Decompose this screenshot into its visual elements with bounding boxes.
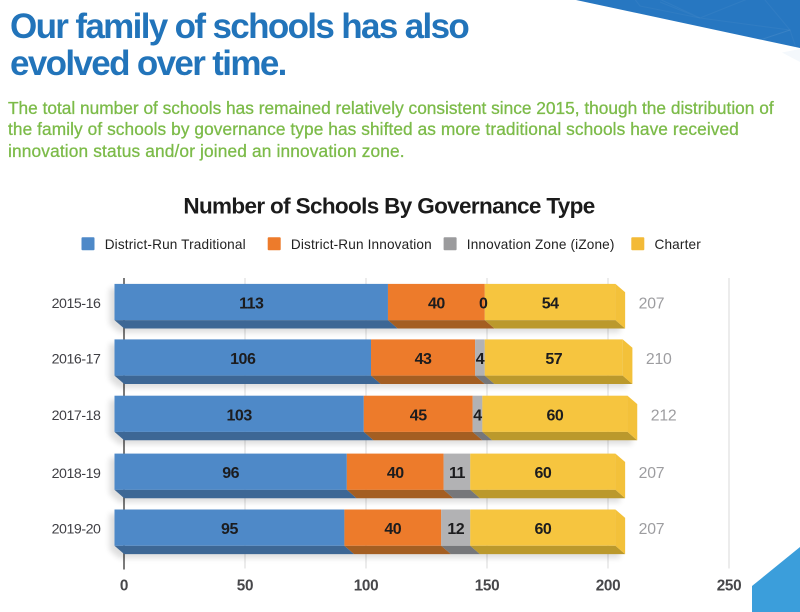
svg-text:207: 207 bbox=[639, 296, 665, 313]
svg-text:2016-17: 2016-17 bbox=[52, 352, 101, 368]
svg-text:0: 0 bbox=[479, 296, 488, 313]
svg-text:2015-16: 2015-16 bbox=[52, 296, 101, 312]
svg-text:60: 60 bbox=[534, 465, 551, 482]
svg-text:100: 100 bbox=[354, 578, 379, 595]
svg-text:Charter: Charter bbox=[655, 237, 702, 252]
svg-text:12: 12 bbox=[447, 521, 464, 538]
svg-text:207: 207 bbox=[639, 521, 665, 538]
svg-text:2018-19: 2018-19 bbox=[52, 466, 101, 482]
svg-text:2017-18: 2017-18 bbox=[52, 408, 101, 424]
svg-text:40: 40 bbox=[428, 296, 445, 313]
svg-text:4: 4 bbox=[476, 351, 485, 368]
svg-text:103: 103 bbox=[227, 407, 253, 424]
svg-text:60: 60 bbox=[534, 521, 551, 538]
svg-text:0: 0 bbox=[120, 578, 128, 595]
svg-text:96: 96 bbox=[222, 465, 239, 482]
svg-text:4: 4 bbox=[473, 407, 482, 424]
svg-text:250: 250 bbox=[717, 578, 742, 595]
svg-text:54: 54 bbox=[542, 296, 559, 313]
svg-text:212: 212 bbox=[651, 407, 677, 424]
svg-text:95: 95 bbox=[221, 521, 238, 538]
svg-text:207: 207 bbox=[639, 465, 665, 482]
svg-text:11: 11 bbox=[449, 465, 466, 482]
svg-text:57: 57 bbox=[545, 351, 562, 368]
svg-text:106: 106 bbox=[230, 351, 256, 368]
svg-text:District-Run Innovation: District-Run Innovation bbox=[291, 237, 432, 252]
svg-text:200: 200 bbox=[596, 578, 621, 595]
svg-text:43: 43 bbox=[415, 351, 432, 368]
svg-text:210: 210 bbox=[646, 351, 672, 368]
svg-text:40: 40 bbox=[387, 465, 404, 482]
svg-text:Innovation Zone (iZone): Innovation Zone (iZone) bbox=[467, 237, 615, 252]
svg-text:113: 113 bbox=[239, 296, 264, 313]
svg-text:60: 60 bbox=[547, 407, 564, 424]
svg-text:45: 45 bbox=[410, 407, 427, 424]
svg-text:50: 50 bbox=[237, 578, 253, 595]
svg-text:Number of Schools By Governanc: Number of Schools By Governance Type bbox=[183, 194, 594, 219]
svg-text:District-Run Traditional: District-Run Traditional bbox=[105, 237, 246, 252]
svg-text:150: 150 bbox=[475, 578, 500, 595]
svg-text:40: 40 bbox=[384, 521, 401, 538]
svg-text:2019-20: 2019-20 bbox=[52, 522, 101, 538]
